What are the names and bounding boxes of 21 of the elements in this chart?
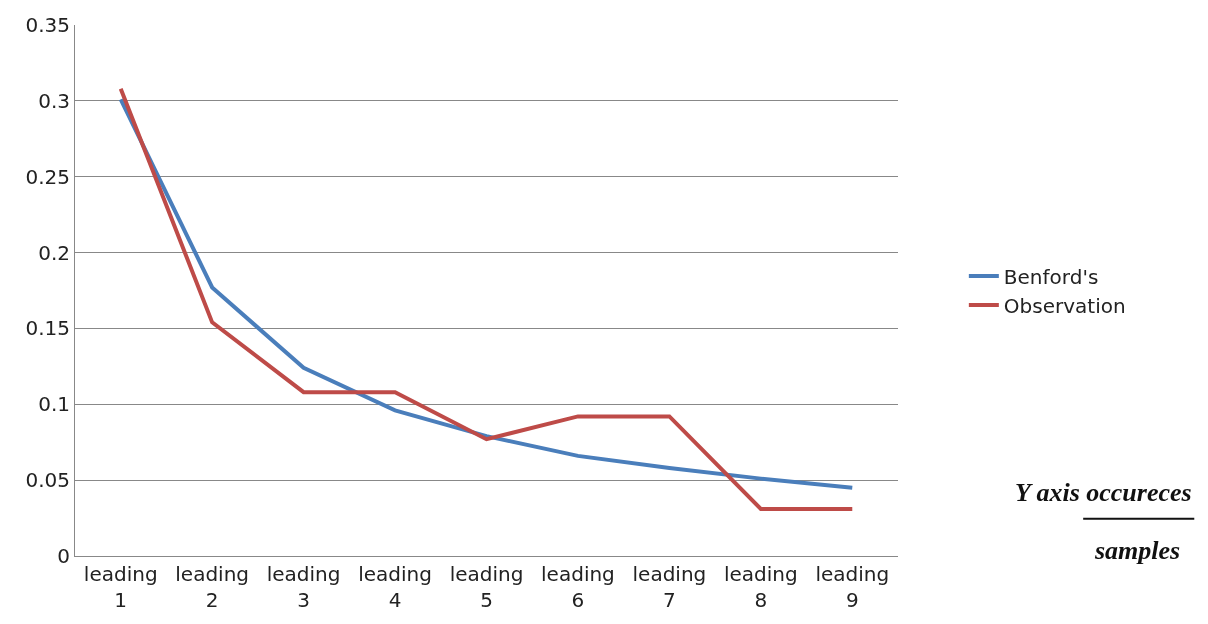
x-tick-label: leading 1 — [83, 562, 158, 612]
legend-label: Observation — [1003, 293, 1126, 318]
y-tick-label: 0.35 — [25, 13, 70, 37]
x-tick-label: leading 9 — [815, 562, 890, 612]
y-tick-label: 0.05 — [25, 468, 70, 493]
y-tick-label: 0 — [57, 544, 70, 568]
legend-label: Benford's — [1003, 264, 1099, 289]
x-tick-label: leading 2 — [175, 562, 250, 612]
y-tick-label: 0.1 — [38, 392, 70, 417]
y-tick-label: 0.25 — [25, 164, 70, 189]
y-tick-label: 0.2 — [38, 240, 70, 265]
x-tick-label: leading 3 — [266, 562, 341, 612]
y-tick-label: 0.15 — [25, 316, 70, 341]
text: Y axis occureces — [1015, 478, 1192, 507]
y-tick-label: 0.3 — [38, 88, 70, 113]
x-tick-label: leading 7 — [632, 562, 707, 612]
text: samples — [1094, 536, 1181, 565]
x-tick-label: leading 8 — [723, 562, 798, 612]
x-tick-label: leading 5 — [449, 562, 524, 612]
x-tick-label: leading 6 — [541, 562, 615, 612]
x-tick-label: leading 4 — [358, 562, 432, 612]
